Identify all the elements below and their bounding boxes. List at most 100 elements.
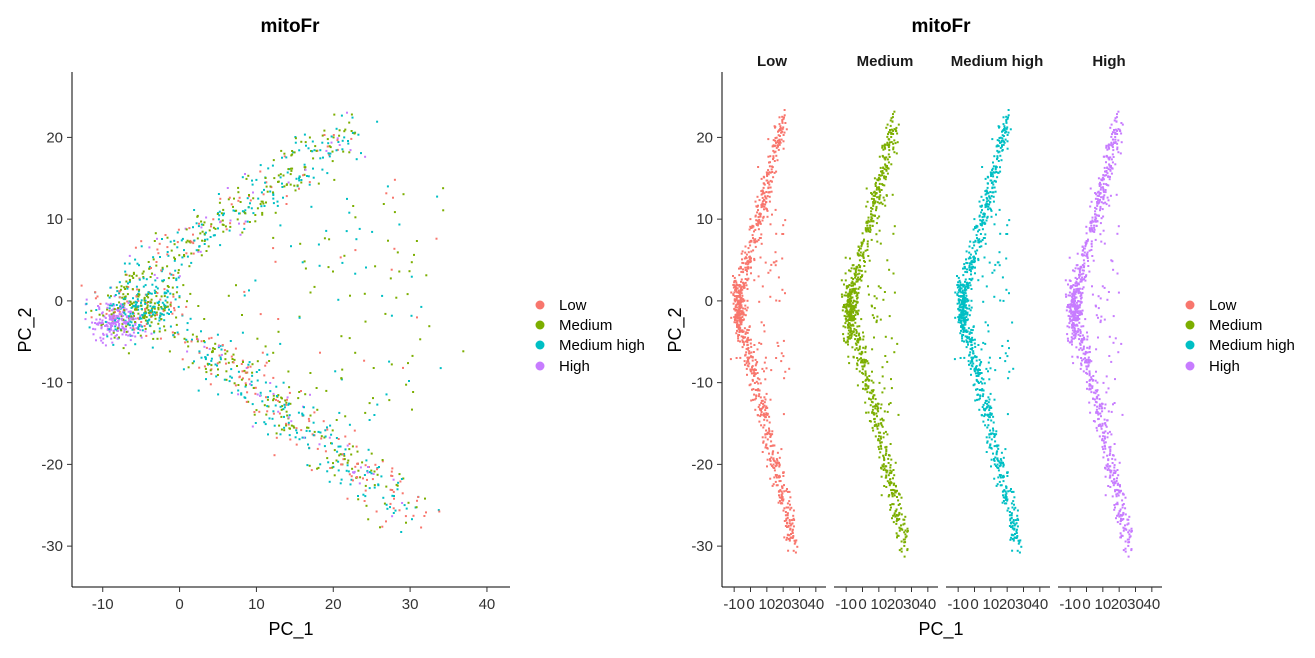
point — [994, 223, 996, 225]
point — [885, 127, 887, 129]
point-medium — [354, 352, 356, 354]
point — [1117, 469, 1119, 471]
point — [1076, 316, 1078, 318]
point — [752, 357, 754, 359]
point — [976, 249, 978, 251]
point — [1106, 167, 1108, 169]
point-medium — [316, 387, 318, 389]
point — [865, 346, 867, 348]
point — [873, 394, 875, 396]
point — [1008, 347, 1010, 349]
point — [784, 132, 786, 134]
point — [762, 427, 764, 429]
point-medium — [323, 130, 325, 132]
point — [748, 365, 750, 367]
point — [736, 357, 738, 359]
point-medium — [326, 457, 328, 459]
point — [975, 356, 977, 358]
point-medium-high — [388, 361, 390, 363]
point-medium — [372, 397, 374, 399]
point — [740, 307, 742, 309]
point — [960, 326, 962, 328]
point-high — [115, 335, 117, 337]
point-low — [192, 242, 194, 244]
y-tick-label: -20 — [41, 456, 63, 473]
point — [785, 511, 787, 513]
point-medium — [364, 293, 366, 295]
point — [867, 201, 869, 203]
point-low — [235, 348, 237, 350]
point-medium — [173, 277, 175, 279]
point — [1003, 480, 1005, 482]
point — [890, 507, 892, 509]
point-high — [136, 327, 138, 329]
point-medium-high — [167, 296, 169, 298]
point — [1074, 337, 1076, 339]
point-high — [154, 274, 156, 276]
point — [868, 217, 870, 219]
point — [975, 366, 977, 368]
point — [884, 410, 886, 412]
point — [853, 268, 855, 270]
point-medium — [407, 362, 409, 364]
point — [1091, 201, 1093, 203]
point-medium — [334, 474, 336, 476]
point — [858, 269, 860, 271]
point — [873, 198, 875, 200]
point-medium-high — [325, 230, 327, 232]
point — [734, 284, 736, 286]
point — [775, 260, 777, 262]
point — [968, 364, 970, 366]
point — [973, 244, 975, 246]
point — [993, 171, 995, 173]
point — [896, 496, 898, 498]
y-tick-label: -10 — [41, 375, 63, 392]
point-medium — [348, 122, 350, 124]
point — [741, 253, 743, 255]
point — [1118, 516, 1120, 518]
point-low — [229, 222, 231, 224]
point — [755, 216, 757, 218]
point — [896, 343, 898, 345]
point — [1104, 407, 1106, 409]
point — [884, 163, 886, 165]
point-medium-high — [109, 307, 111, 309]
point-medium-high — [163, 279, 165, 281]
point-medium-high — [336, 451, 338, 453]
point — [750, 267, 752, 269]
point-medium-high — [159, 328, 161, 330]
point-low — [212, 218, 214, 220]
point-medium — [300, 141, 302, 143]
point — [1110, 361, 1112, 363]
point-medium-high — [198, 390, 200, 392]
point-medium-high — [263, 189, 265, 191]
point-medium-high — [114, 319, 116, 321]
point — [779, 135, 781, 137]
point — [974, 257, 976, 259]
point — [847, 314, 849, 316]
y-tick-label: 20 — [46, 129, 63, 146]
point — [986, 436, 988, 438]
point — [1075, 285, 1077, 287]
point-high — [126, 315, 128, 317]
point — [979, 363, 981, 365]
point-medium-high — [244, 397, 246, 399]
point — [843, 284, 845, 286]
point-medium — [169, 350, 171, 352]
point — [848, 333, 850, 335]
point — [739, 291, 741, 293]
point-medium — [100, 324, 102, 326]
point-high — [240, 234, 242, 236]
point-medium-high — [329, 153, 331, 155]
point-medium-high — [109, 287, 111, 289]
point — [989, 406, 991, 408]
point-medium-high — [404, 504, 406, 506]
point-medium-high — [152, 313, 154, 315]
point-medium — [126, 331, 128, 333]
point — [742, 268, 744, 270]
point — [1007, 507, 1009, 509]
point — [1085, 242, 1087, 244]
point-medium-high — [158, 320, 160, 322]
point — [1071, 344, 1073, 346]
point-low — [185, 306, 187, 308]
